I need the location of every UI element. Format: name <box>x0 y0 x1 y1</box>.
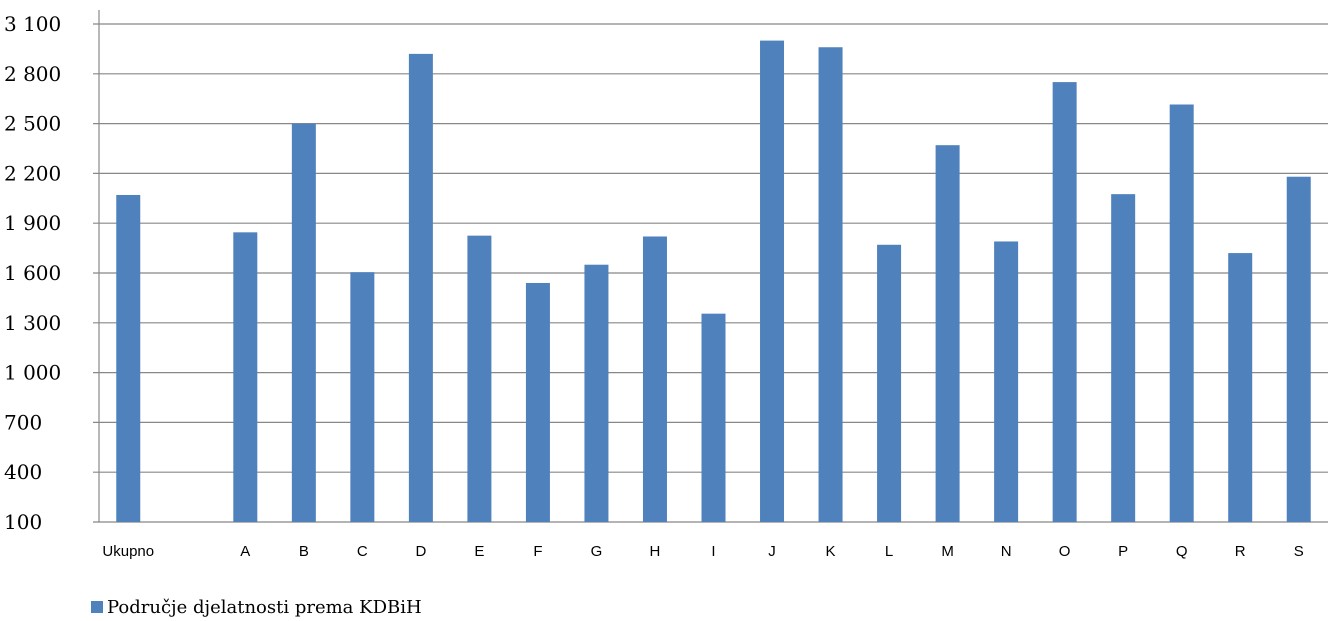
bar <box>467 235 492 522</box>
bar <box>1286 176 1311 522</box>
bar <box>408 53 433 522</box>
x-axis-ticks: Ukupno A B C D E F G H I J K L M N O P Q R S <box>102 543 1303 560</box>
y-tick-label: 100 <box>4 510 42 534</box>
x-tick-label: H <box>650 543 661 560</box>
x-tick-label: G <box>591 543 603 560</box>
bar <box>116 194 141 523</box>
y-tick-label: 2 200 <box>4 161 61 185</box>
legend: Područje djelatnosti prema KDBiH <box>91 597 422 618</box>
bar <box>994 241 1019 522</box>
y-tick-label: 1 000 <box>4 361 61 385</box>
bar <box>525 282 550 522</box>
x-tick-label: J <box>768 543 776 560</box>
y-tick-label: 1 600 <box>4 261 61 285</box>
legend-label: Područje djelatnosti prema KDBiH <box>107 597 422 618</box>
bar <box>935 145 960 522</box>
legend-swatch <box>91 601 103 613</box>
y-axis-ticks: 100 400 700 1 000 1 300 1 600 1 900 2 200 2 500 2… <box>4 12 61 534</box>
x-tick-label: E <box>474 543 484 560</box>
x-tick-label: A <box>240 543 250 560</box>
y-tick-label: 700 <box>4 410 42 434</box>
bar <box>1111 194 1136 522</box>
x-tick-label: Ukupno <box>102 543 154 560</box>
x-tick-label: M <box>941 543 954 560</box>
x-tick-label: L <box>885 543 893 560</box>
bars <box>116 40 1311 523</box>
x-tick-label: D <box>415 543 426 560</box>
bar <box>818 47 843 523</box>
bar <box>1052 82 1077 522</box>
y-tick-label: 2 800 <box>4 62 61 86</box>
x-tick-label: I <box>711 543 715 560</box>
y-tick-label: 1 900 <box>4 211 61 235</box>
x-tick-label: S <box>1294 543 1304 560</box>
y-tick-label: 3 100 <box>4 12 61 36</box>
bar <box>350 272 375 522</box>
x-tick-label: K <box>826 543 836 560</box>
bar <box>877 244 902 522</box>
x-tick-label: R <box>1235 543 1246 560</box>
x-tick-label: O <box>1059 543 1071 560</box>
x-tick-label: B <box>299 543 309 560</box>
x-tick-label: P <box>1118 543 1128 560</box>
bar <box>291 123 316 522</box>
bar <box>233 232 258 522</box>
bar <box>1169 104 1194 522</box>
x-tick-label: F <box>533 543 542 560</box>
bar <box>1228 253 1253 522</box>
y-tick-label: 400 <box>4 460 42 484</box>
bar <box>584 264 609 522</box>
y-tick-label: 1 300 <box>4 311 61 335</box>
bar <box>701 313 726 522</box>
y-tick-label: 2 500 <box>4 112 61 136</box>
x-tick-label: Q <box>1176 543 1188 560</box>
x-tick-label: N <box>1001 543 1012 560</box>
bar <box>760 40 785 522</box>
bar <box>642 236 667 523</box>
x-tick-label: C <box>357 543 368 560</box>
